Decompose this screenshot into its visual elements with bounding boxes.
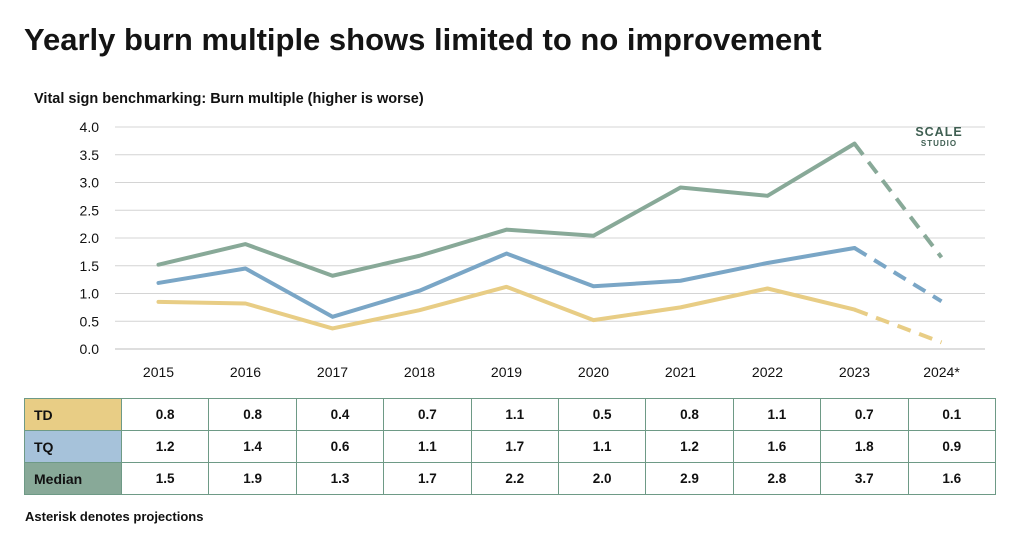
chart-title: Yearly burn multiple shows limited to no… [24,22,822,57]
y-tick-label: 2.5 [80,202,100,218]
table-row-median: Median 1.5 1.9 1.3 1.7 2.2 2.0 2.9 2.8 3.7 1.6 [24,462,997,495]
x-tick-label: 2020 [578,364,609,380]
table-cell: 1.1 [732,398,822,431]
logo-text-scale: SCALE [915,125,963,139]
table-row-tq: TQ 1.2 1.4 0.6 1.1 1.7 1.1 1.2 1.6 1.8 0.9 [24,430,997,463]
table-cell: 1.1 [383,430,472,463]
table-cell: 1.1 [470,398,559,431]
table-cell: 1.6 [907,462,997,495]
table-cell: 1.1 [557,430,647,463]
table-row-label: Median [24,462,122,495]
table-cell: 0.4 [295,398,385,431]
series-line-tq [156,245,857,319]
table-cell: 1.4 [208,430,297,463]
x-tick-label: 2016 [230,364,261,380]
x-tick-label: 2024* [923,364,960,380]
table-cell: 2.9 [645,462,734,495]
series-projection-tq [853,246,943,303]
series-projection-td [853,307,943,345]
table-cell: 1.5 [120,462,210,495]
y-tick-label: 4.0 [80,119,100,135]
table-row-label: TQ [24,430,122,463]
line-chart: 0.0 0.5 1.0 1.5 2.0 2.5 3.0 3.5 4.0 2015 2016 2017 2… [80,119,985,380]
chart-subtitle: Vital sign benchmarking: Burn multiple (… [34,91,424,107]
table-cell: 1.2 [120,430,210,463]
table-cell: 1.8 [820,430,909,463]
table-cell: 0.1 [907,398,997,431]
table-row-td: TD 0.8 0.8 0.4 0.7 1.1 0.5 0.8 1.1 0.7 0.1 [24,398,997,431]
table-cell: 2.2 [470,462,559,495]
x-tick-label: 2017 [317,364,348,380]
logo-text-studio: STUDIO [920,139,958,148]
table-cell: 1.2 [645,430,734,463]
y-tick-label: 0.0 [80,341,100,357]
table-cell: 0.7 [820,398,909,431]
table-cell: 0.5 [557,398,647,431]
y-tick-label: 3.0 [80,175,100,191]
table-cell: 1.3 [295,462,385,495]
x-tick-label: 2023 [839,364,870,380]
table-cell: 1.7 [470,430,559,463]
footnote: Asterisk denotes projections [25,509,204,524]
y-tick-label: 1.5 [80,258,100,274]
table-cell: 3.7 [820,462,909,495]
table-cell: 0.7 [383,398,472,431]
table-cell: 1.7 [383,462,472,495]
table-cell: 0.8 [120,398,210,431]
x-tick-label: 2019 [491,364,522,380]
table-cell: 2.0 [557,462,647,495]
series-projection-median [852,142,944,259]
y-tick-label: 2.0 [80,230,100,246]
x-tick-label: 2021 [665,364,696,380]
table-row-label: TD [24,398,122,431]
series-line-median [156,141,857,278]
x-tick-label: 2018 [404,364,435,380]
x-tick-label: 2015 [143,364,174,380]
y-tick-label: 1.0 [80,286,100,302]
y-tick-label: 3.5 [80,147,100,163]
table-cell: 0.8 [208,398,297,431]
table-cell: 0.8 [645,398,734,431]
data-table: TD 0.8 0.8 0.4 0.7 1.1 0.5 0.8 1.1 0.7 0.1 TQ 1.2 1.4… [24,398,997,495]
table-cell: 0.6 [295,430,385,463]
table-cell: 1.6 [732,430,822,463]
table-cell: 2.8 [732,462,822,495]
table-cell: 1.9 [208,462,297,495]
y-tick-label: 0.5 [80,313,100,329]
scale-studio-logo: SCALE STUDIO [908,126,970,149]
series-line-td [156,284,857,331]
table-cell: 0.9 [907,430,997,463]
x-tick-label: 2022 [752,364,783,380]
